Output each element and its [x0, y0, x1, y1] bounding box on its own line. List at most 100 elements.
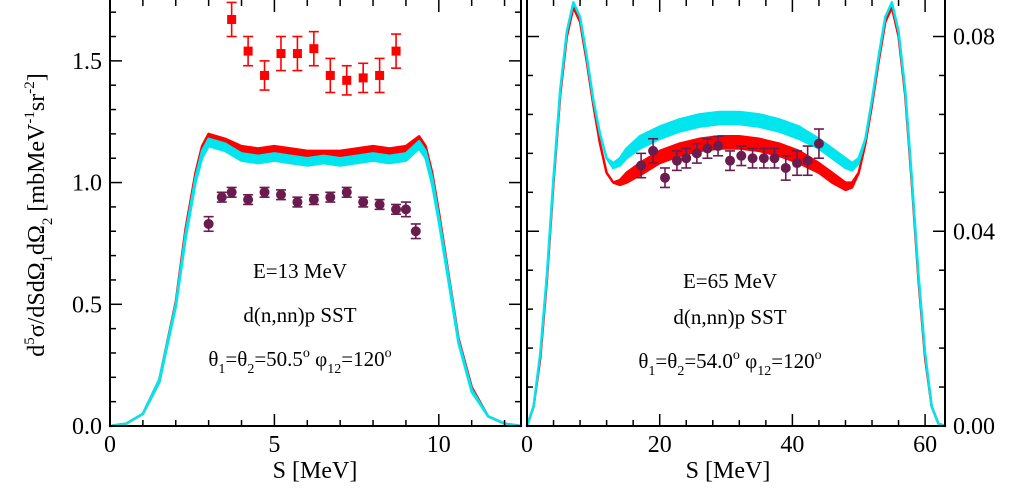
- y-tick-label: 0.0: [72, 414, 102, 440]
- angle-part: =θ: [225, 347, 247, 371]
- y-title-part: -1: [22, 111, 38, 124]
- y-tick-label: 0.04: [953, 219, 995, 245]
- data-point: [259, 187, 270, 198]
- data-point: [691, 148, 702, 159]
- data-point: [292, 49, 302, 59]
- data-point: [309, 44, 319, 54]
- annotation-energy-left: E=13 MeV: [253, 259, 347, 283]
- annotation-angles-left: θ1=θ2=50.5o φ12=120o: [208, 346, 391, 377]
- y-tick-label: 0.08: [953, 25, 995, 51]
- angle-part: o: [815, 348, 822, 363]
- angle-part: 1: [648, 364, 655, 379]
- data-point: [375, 70, 385, 80]
- y-title-part: sr: [24, 94, 50, 111]
- annotation-reaction-right: d(n,nn)p SST: [673, 305, 786, 329]
- data-point: [276, 49, 286, 59]
- data-point: [780, 162, 791, 173]
- angle-part: 1: [218, 362, 225, 377]
- data-point: [410, 226, 421, 237]
- data-point: [660, 172, 671, 183]
- data-point: [358, 73, 368, 83]
- data-point: [400, 204, 411, 215]
- angle-part: o: [733, 348, 740, 363]
- x-axis-title-right: S [MeV]: [686, 458, 771, 484]
- plot-frame: [526, 0, 946, 427]
- y-title-part: d: [24, 345, 50, 357]
- data-point: [391, 46, 401, 56]
- x-tick-label: 5: [268, 432, 280, 458]
- x-axis-title-left: S [MeV]: [273, 458, 358, 484]
- data-point: [681, 153, 692, 164]
- data-point: [292, 197, 303, 208]
- y-tick-label: 1.5: [72, 49, 102, 75]
- y-axis-title: d5σ/dSdΩ1dΩ2 [mbMeV-1sr-2]: [22, 73, 56, 356]
- angle-part: 2: [247, 362, 254, 377]
- angle-part: =θ: [655, 349, 677, 373]
- data-point: [374, 199, 385, 210]
- data-point: [226, 187, 237, 198]
- angle-part: φ: [740, 349, 757, 373]
- y-tick-label: 1.0: [72, 171, 102, 197]
- data-point: [243, 194, 254, 205]
- x-tick-label: 0: [521, 432, 533, 458]
- data-point: [308, 194, 319, 205]
- data-point: [260, 70, 270, 80]
- data-point: [747, 153, 758, 164]
- angle-part: =50.5: [254, 347, 303, 371]
- data-point: [358, 197, 369, 208]
- data-point: [275, 189, 286, 200]
- angle-part: =120: [341, 347, 384, 371]
- data-point: [671, 155, 682, 166]
- data-point: [769, 153, 780, 164]
- x-tick-label: 60: [913, 432, 937, 458]
- data-point: [325, 192, 336, 203]
- data-point: [802, 155, 813, 166]
- y-title-part: 5: [22, 337, 38, 345]
- x-tick-label: 0: [104, 432, 116, 458]
- data-point: [636, 160, 647, 171]
- y-tick-label: 0.00: [953, 414, 995, 440]
- data-point: [713, 141, 724, 152]
- data-point: [391, 204, 402, 215]
- annotation-reaction-left: d(n,nn)p SST: [243, 303, 356, 327]
- y-title-part: dΩ: [24, 225, 50, 255]
- right-panel: 0 20 40 60 0.00 0.04 0.08: [521, 0, 995, 458]
- angle-part: θ: [638, 349, 648, 373]
- left-panel: 0 5 10 0.0 0.5 1.0 1.5: [72, 0, 523, 458]
- angle-part: 12: [327, 362, 341, 377]
- angle-part: θ: [208, 347, 218, 371]
- data-point: [648, 145, 659, 156]
- y-title-part: σ/dSdΩ: [24, 262, 50, 337]
- angle-part: 2: [677, 364, 684, 379]
- data-point: [342, 75, 352, 85]
- angle-part: φ: [310, 347, 327, 371]
- y-title-part: 1: [40, 255, 56, 263]
- data-point: [216, 192, 227, 203]
- data-point: [227, 14, 237, 24]
- y-title-part: 2: [40, 218, 56, 226]
- annotation-angles-right: θ1=θ2=54.0o φ12=120o: [638, 348, 821, 379]
- data-point: [792, 158, 803, 169]
- x-tick-label: 40: [780, 432, 804, 458]
- y-tick-label: 0.5: [72, 292, 102, 318]
- angle-part: 12: [757, 364, 771, 379]
- y-title-part: [mbMeV: [24, 123, 50, 218]
- annotation-energy-right: E=65 MeV: [683, 269, 777, 293]
- plot-frame: [109, 0, 522, 427]
- angle-part: o: [303, 346, 310, 361]
- data-point: [736, 150, 747, 161]
- angle-part: =120: [771, 349, 814, 373]
- data-point: [725, 155, 736, 166]
- data-point: [243, 46, 253, 56]
- data-point: [325, 70, 335, 80]
- data-point: [702, 143, 713, 154]
- data-point: [341, 187, 352, 198]
- data-point: [758, 153, 769, 164]
- angle-part: o: [385, 346, 392, 361]
- data-point: [203, 218, 214, 229]
- y-title-part: -2: [22, 81, 38, 94]
- x-tick-label: 20: [648, 432, 672, 458]
- x-tick-label: 10: [427, 432, 451, 458]
- data-point: [813, 138, 824, 149]
